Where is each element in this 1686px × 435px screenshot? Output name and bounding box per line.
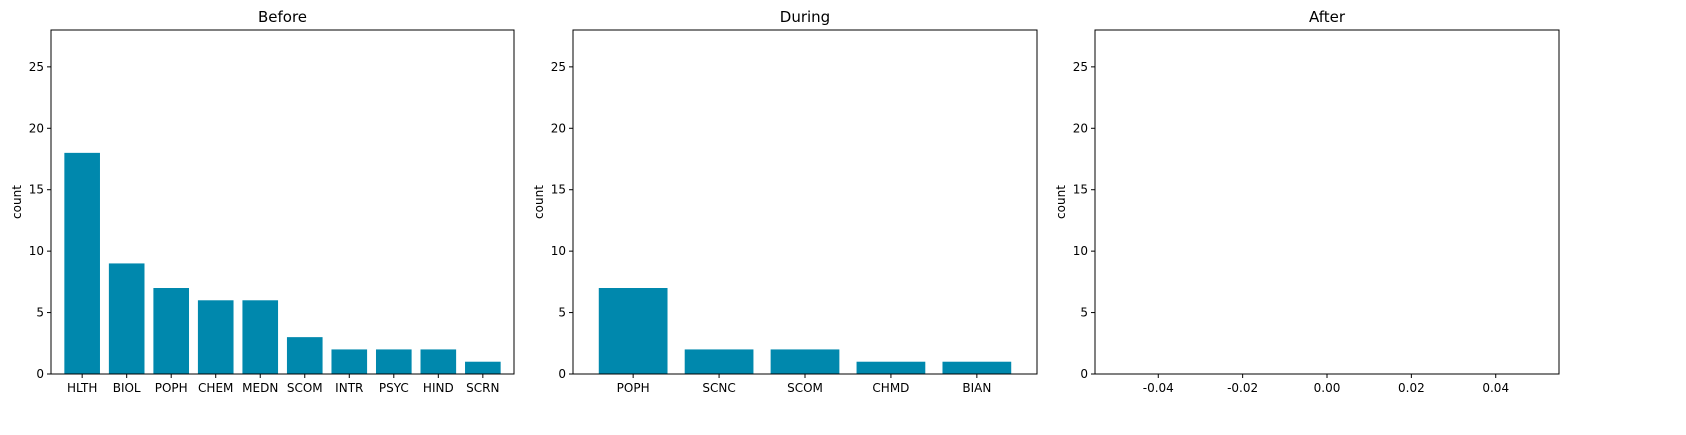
x-tick-label: SCOM <box>287 381 323 395</box>
y-tick-label: 0 <box>558 367 566 381</box>
bar-scnc <box>684 349 754 374</box>
x-tick-label: CHMD <box>872 381 909 395</box>
y-tick-label: 10 <box>551 244 566 258</box>
x-tick-label: -0.04 <box>1143 381 1174 395</box>
y-tick-label: 20 <box>551 121 566 135</box>
bar-hlth <box>64 152 100 374</box>
x-tick-label: HIND <box>423 381 454 395</box>
bar-chmd <box>856 361 926 374</box>
x-tick-label: INTR <box>335 381 363 395</box>
bar-poph <box>598 288 668 374</box>
y-tick-label: 20 <box>1073 121 1088 135</box>
y-tick-label: 25 <box>1073 60 1088 74</box>
x-tick-label: PSYC <box>379 381 409 395</box>
bar-intr <box>331 349 368 374</box>
y-tick-label: 15 <box>551 183 566 197</box>
y-tick-label: 0 <box>36 367 44 381</box>
plot-frame <box>1094 29 1560 375</box>
bar-psyc <box>375 349 412 374</box>
x-tick-label: MEDN <box>242 381 278 395</box>
plot-frame <box>572 29 1038 375</box>
bar-bian <box>942 361 1012 374</box>
x-tick-label: SCOM <box>787 381 823 395</box>
plot-frame <box>50 29 515 375</box>
bar-poph <box>153 288 190 374</box>
y-tick-label: 15 <box>1073 183 1088 197</box>
bar-scom <box>770 349 840 374</box>
y-tick-label: 5 <box>36 306 44 320</box>
x-tick-label: -0.02 <box>1227 381 1258 395</box>
chart-panel-2: POPH SCNC SCOM CHMD BIAN 0 5 10 15 20 25 During coun… <box>532 8 1038 395</box>
y-tick-label: 10 <box>1073 244 1088 258</box>
x-tick-label: CHEM <box>198 381 233 395</box>
x-tick-label: 0.04 <box>1482 381 1509 395</box>
chart-title: Before <box>258 8 307 26</box>
chart-panel-1: HLTH BIOL POPH CHEM MEDN SCOM INTR PSYC HIND SCRN… <box>10 8 515 395</box>
y-axis-label: count <box>1054 185 1068 219</box>
bar-medn <box>242 300 279 374</box>
x-tick-label: SCNC <box>702 381 735 395</box>
y-tick-label: 5 <box>558 306 566 320</box>
y-axis-label: count <box>10 185 24 219</box>
chart-panel-3: -0.04 -0.02 0.00 0.02 0.04 0 5 10 15 20 25 After cou… <box>1054 8 1560 395</box>
x-tick-label: BIAN <box>962 381 991 395</box>
y-tick-label: 20 <box>29 121 44 135</box>
y-tick-label: 15 <box>29 183 44 197</box>
chart-title: After <box>1309 8 1346 26</box>
x-tick-label: POPH <box>617 381 650 395</box>
bar-hind <box>420 349 457 374</box>
x-tick-label: POPH <box>155 381 188 395</box>
x-tick-label: 0.00 <box>1314 381 1341 395</box>
y-tick-label: 0 <box>1080 367 1088 381</box>
chart-title: During <box>780 8 830 26</box>
x-tick-label: HLTH <box>67 381 97 395</box>
y-tick-label: 25 <box>29 60 44 74</box>
x-tick-label: BIOL <box>113 381 141 395</box>
bar-chem <box>197 300 234 374</box>
bar-scom <box>286 337 323 374</box>
y-tick-label: 10 <box>29 244 44 258</box>
bar-scrn <box>465 361 501 374</box>
x-tick-label: SCRN <box>466 381 499 395</box>
y-tick-label: 25 <box>551 60 566 74</box>
x-tick-label: 0.02 <box>1398 381 1425 395</box>
y-axis-label: count <box>532 185 546 219</box>
bar-biol <box>108 263 145 374</box>
y-tick-label: 5 <box>1080 306 1088 320</box>
